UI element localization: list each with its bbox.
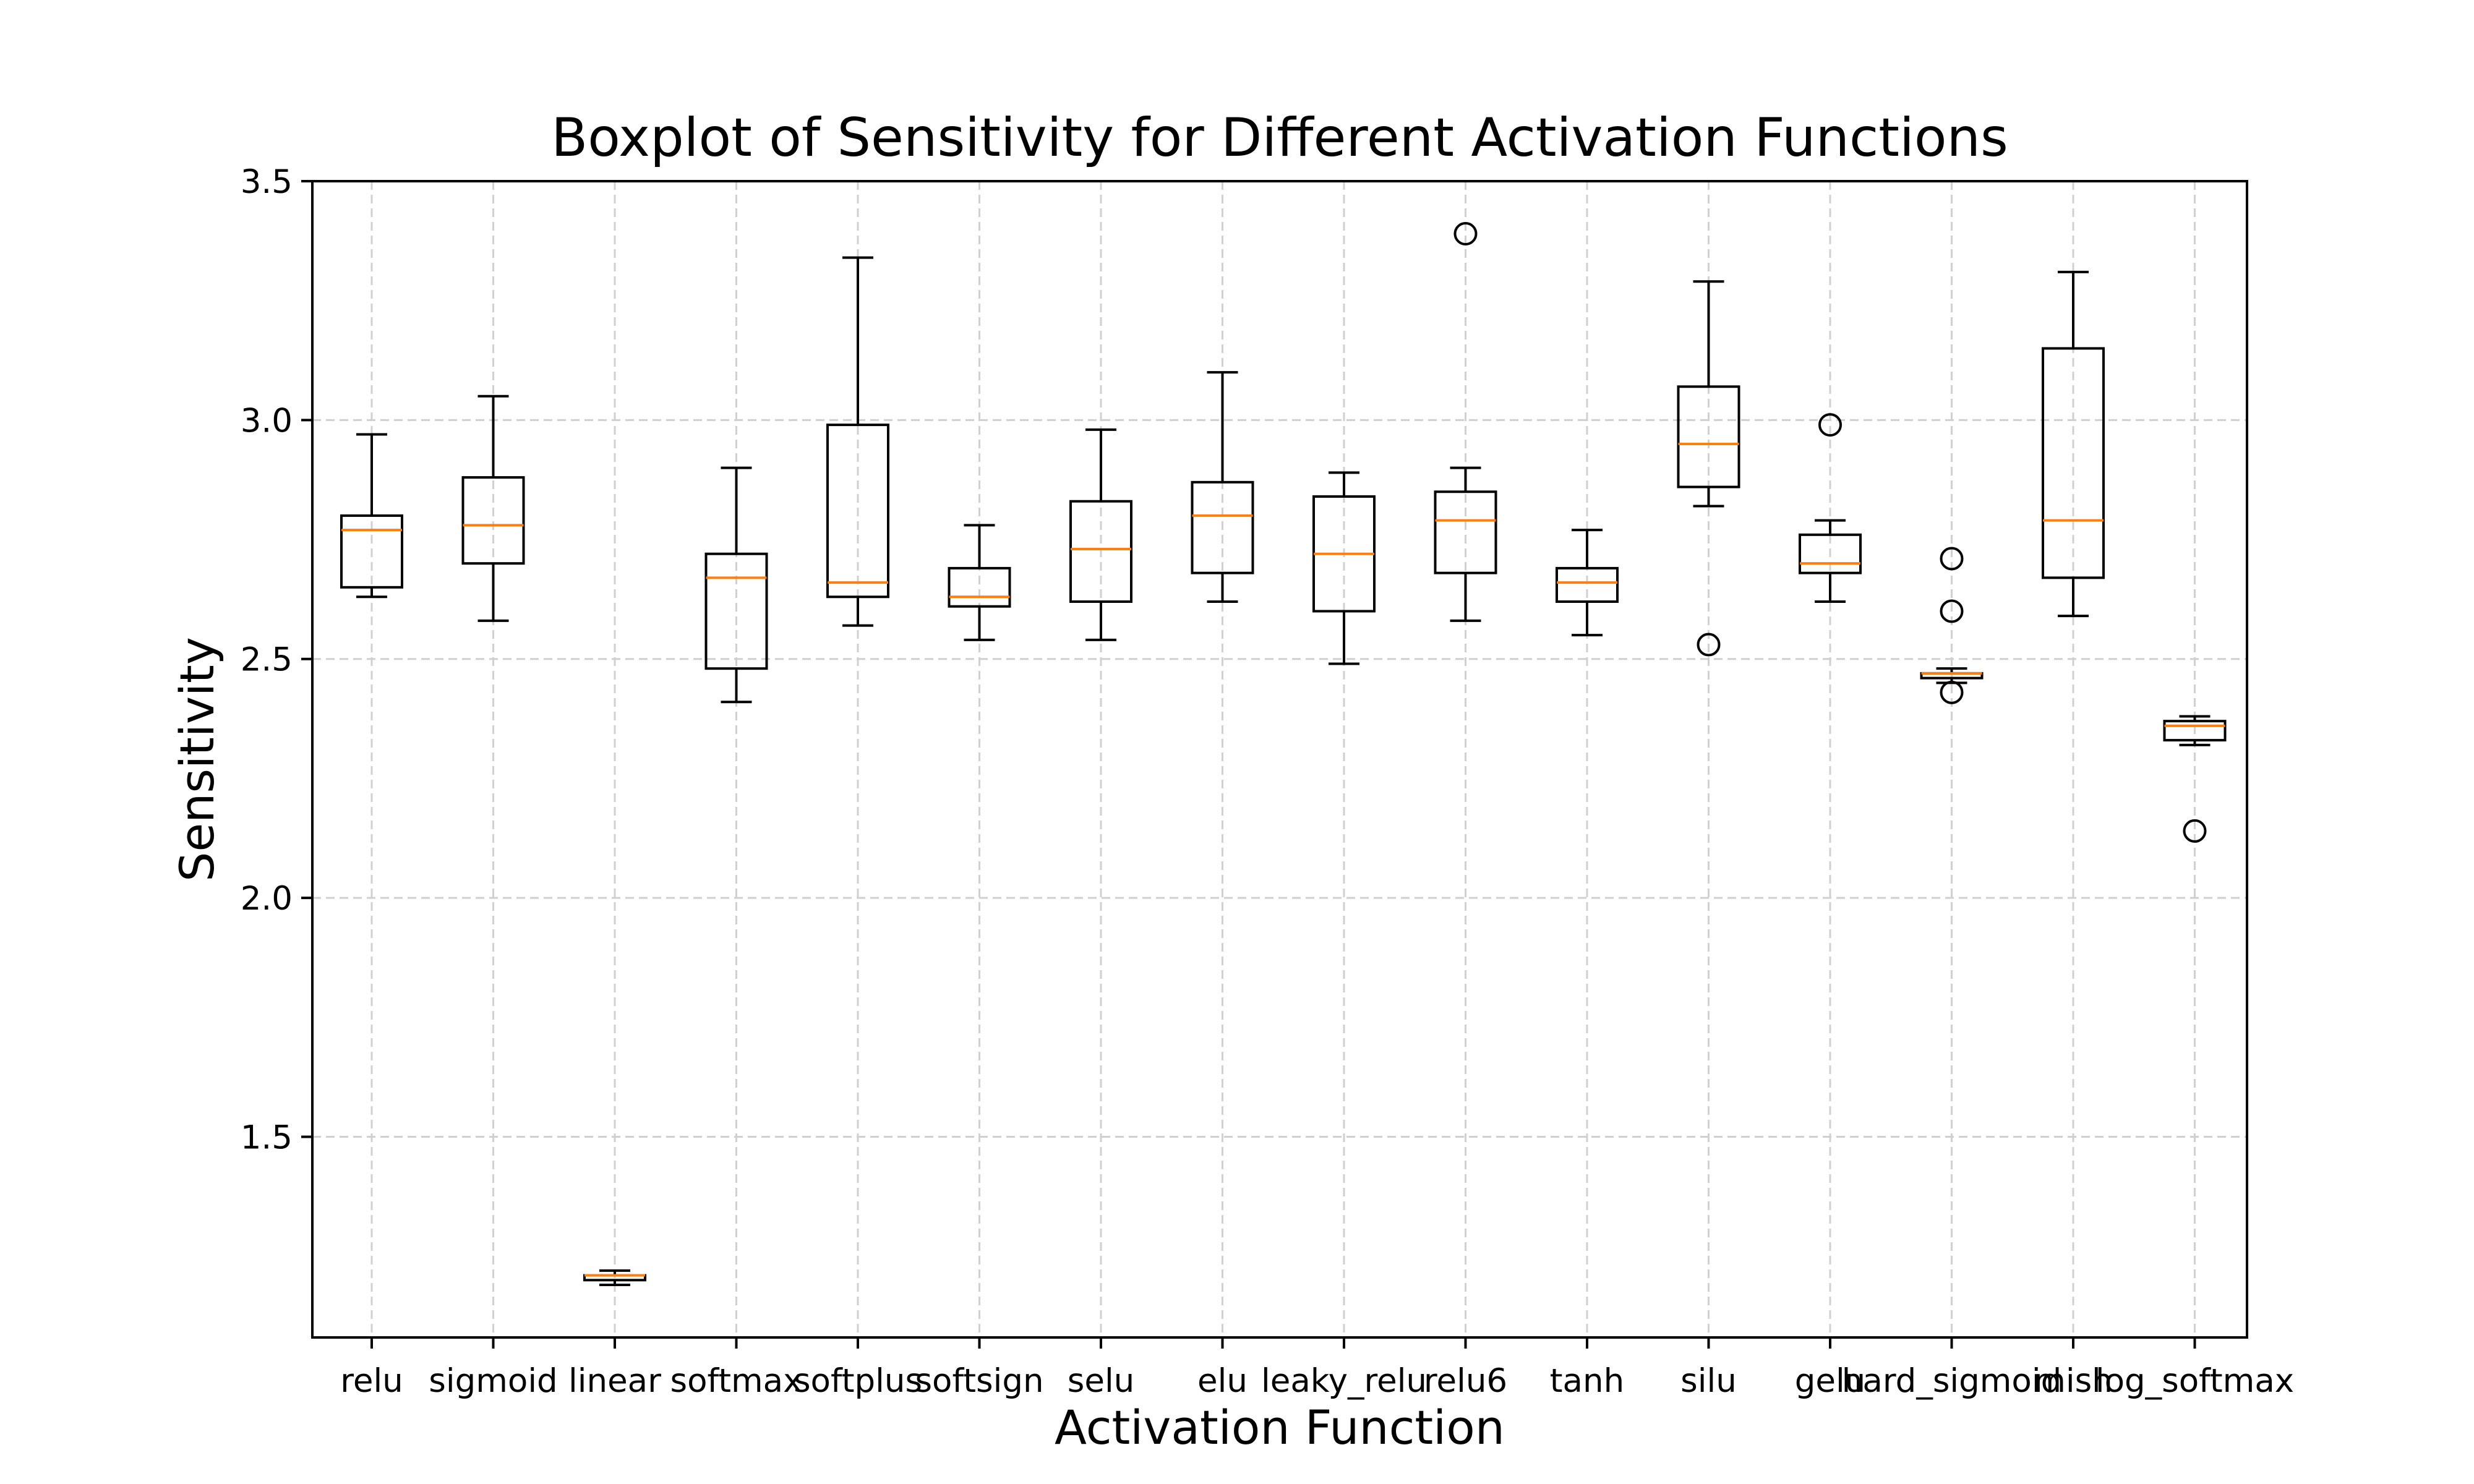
x-tick-label: leaky_relu bbox=[1261, 1362, 1427, 1400]
chart-title: Boxplot of Sensitivity for Different Act… bbox=[551, 107, 2008, 169]
x-tick-label: tanh bbox=[1550, 1362, 1624, 1400]
box-leaky_relu bbox=[1312, 471, 1376, 665]
y-tick-label: 1.5 bbox=[241, 1119, 293, 1156]
plot-area-frame bbox=[311, 180, 2248, 1339]
box-selu bbox=[1069, 428, 1132, 641]
outlier-point bbox=[1453, 222, 1478, 245]
outlier-point bbox=[1818, 413, 1842, 437]
x-tick-label: gelu bbox=[1795, 1362, 1866, 1400]
y-tick-label: 2.5 bbox=[241, 641, 293, 679]
box-elu bbox=[1191, 371, 1254, 603]
iqr-box bbox=[461, 476, 525, 565]
outlier-point bbox=[1940, 547, 1964, 571]
box-tanh bbox=[1556, 529, 1619, 637]
iqr-box bbox=[340, 514, 403, 589]
x-tick-label: selu bbox=[1068, 1362, 1135, 1400]
iqr-box bbox=[1556, 566, 1619, 603]
iqr-box bbox=[1191, 480, 1254, 574]
box-linear bbox=[583, 1269, 646, 1286]
x-tick-label: relu bbox=[340, 1362, 403, 1400]
box-series bbox=[340, 222, 2227, 1286]
x-tick-label: softplus bbox=[794, 1362, 922, 1400]
y-tick-label: 2.0 bbox=[241, 880, 293, 918]
box-hard_sigmoid bbox=[1920, 547, 1984, 704]
iqr-box bbox=[704, 552, 768, 670]
box-mish bbox=[2042, 270, 2105, 618]
x-tick-label: softsign bbox=[915, 1362, 1043, 1400]
box-softsign bbox=[948, 524, 1011, 641]
outlier-point bbox=[1940, 599, 1964, 623]
iqr-box bbox=[2163, 720, 2227, 742]
x-axis-label: Activation Function bbox=[1055, 1400, 1505, 1455]
iqr-box bbox=[1677, 385, 1740, 488]
x-tick-label: elu bbox=[1197, 1362, 1248, 1400]
x-tick-label: sigmoid bbox=[429, 1362, 557, 1400]
box-sigmoid bbox=[461, 394, 525, 622]
y-tick-label: 3.5 bbox=[241, 163, 293, 201]
box-softmax bbox=[704, 466, 768, 704]
iqr-box bbox=[948, 566, 1011, 608]
box-relu6 bbox=[1434, 222, 1497, 622]
outlier-point bbox=[2183, 819, 2207, 843]
iqr-box bbox=[1799, 533, 1862, 574]
box-softplus bbox=[826, 256, 889, 627]
y-axis-label: Sensitivity bbox=[169, 637, 225, 882]
iqr-box bbox=[2042, 347, 2105, 579]
outlier-point bbox=[1697, 633, 1721, 657]
box-relu bbox=[340, 433, 403, 599]
iqr-box bbox=[1069, 500, 1132, 603]
outlier-point bbox=[1940, 680, 1964, 704]
box-gelu bbox=[1799, 413, 1862, 603]
y-tick-label: 3.0 bbox=[241, 402, 293, 440]
x-tick-label: log_softmax bbox=[2095, 1362, 2294, 1400]
axis-ticks: relu sigmoid linear softmaxsoftplussoftsign… bbox=[241, 163, 2294, 1400]
box-silu bbox=[1677, 280, 1740, 657]
x-tick-label: hard_sigmoid bbox=[1842, 1362, 2061, 1400]
x-tick-label: silu bbox=[1680, 1362, 1737, 1400]
x-tick-label: relu6 bbox=[1424, 1362, 1507, 1400]
x-tick-label: softmax bbox=[670, 1362, 802, 1400]
box-log_softmax bbox=[2163, 715, 2227, 843]
x-tick-label: mish bbox=[2034, 1362, 2113, 1400]
x-tick-label: linear bbox=[568, 1362, 661, 1400]
iqr-box bbox=[826, 424, 889, 599]
iqr-box bbox=[1434, 490, 1497, 574]
